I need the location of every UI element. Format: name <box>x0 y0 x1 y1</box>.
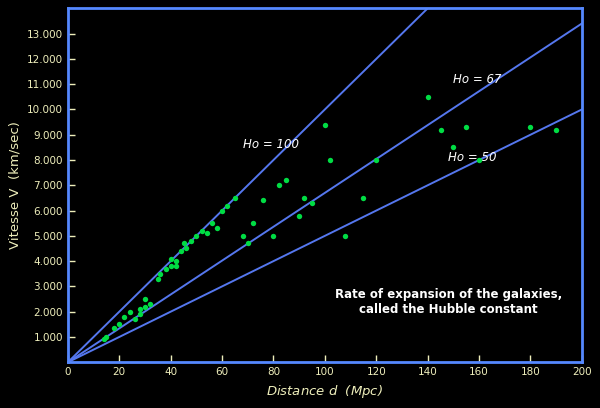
Point <box>223 202 232 209</box>
Point <box>243 240 253 247</box>
Point <box>238 233 247 239</box>
Text: Rate of expansion of the galaxies,
called the Hubble constant: Rate of expansion of the galaxies, calle… <box>335 288 562 315</box>
Point <box>259 197 268 204</box>
Point <box>320 121 329 128</box>
Point <box>474 157 484 163</box>
Y-axis label: Vitesse V  (km/sec): Vitesse V (km/sec) <box>8 121 22 249</box>
Point <box>191 233 201 239</box>
Point <box>202 230 211 237</box>
Point <box>101 334 111 340</box>
Point <box>99 336 109 343</box>
Point <box>135 306 145 313</box>
Point <box>161 266 170 272</box>
Text: Ho = 100: Ho = 100 <box>242 138 299 151</box>
Point <box>145 301 155 307</box>
Point <box>295 212 304 219</box>
Point <box>230 195 240 201</box>
Point <box>307 200 317 206</box>
Point <box>341 233 350 239</box>
Point <box>155 271 165 277</box>
Point <box>423 93 433 100</box>
Point <box>371 157 381 163</box>
Point <box>176 248 186 254</box>
Point <box>109 325 119 331</box>
Text: Ho = 67: Ho = 67 <box>454 73 502 86</box>
Point <box>130 316 139 323</box>
Point <box>551 126 561 133</box>
Point <box>166 255 175 262</box>
Point <box>135 311 145 317</box>
Point <box>526 124 535 131</box>
Point <box>281 177 291 184</box>
Point <box>207 220 217 226</box>
Point <box>140 304 150 310</box>
Point <box>461 124 471 131</box>
Point <box>248 220 258 226</box>
Point <box>325 157 335 163</box>
Text: Ho = 50: Ho = 50 <box>448 151 497 164</box>
Point <box>212 225 222 231</box>
Point <box>449 144 458 151</box>
Point <box>187 237 196 244</box>
Point <box>197 228 206 234</box>
Point <box>436 126 445 133</box>
Point <box>299 195 309 201</box>
Point <box>171 258 181 264</box>
Point <box>217 207 227 214</box>
Point <box>274 182 283 188</box>
Point <box>359 195 368 201</box>
Point <box>171 263 181 269</box>
Point <box>119 313 129 320</box>
Point <box>166 263 175 269</box>
Point <box>115 321 124 328</box>
Point <box>269 233 278 239</box>
Point <box>125 308 134 315</box>
Point <box>181 245 191 252</box>
Point <box>140 296 150 302</box>
X-axis label: Distance $d$  (Mpc): Distance $d$ (Mpc) <box>266 383 383 400</box>
Point <box>153 275 163 282</box>
Point <box>179 240 188 247</box>
